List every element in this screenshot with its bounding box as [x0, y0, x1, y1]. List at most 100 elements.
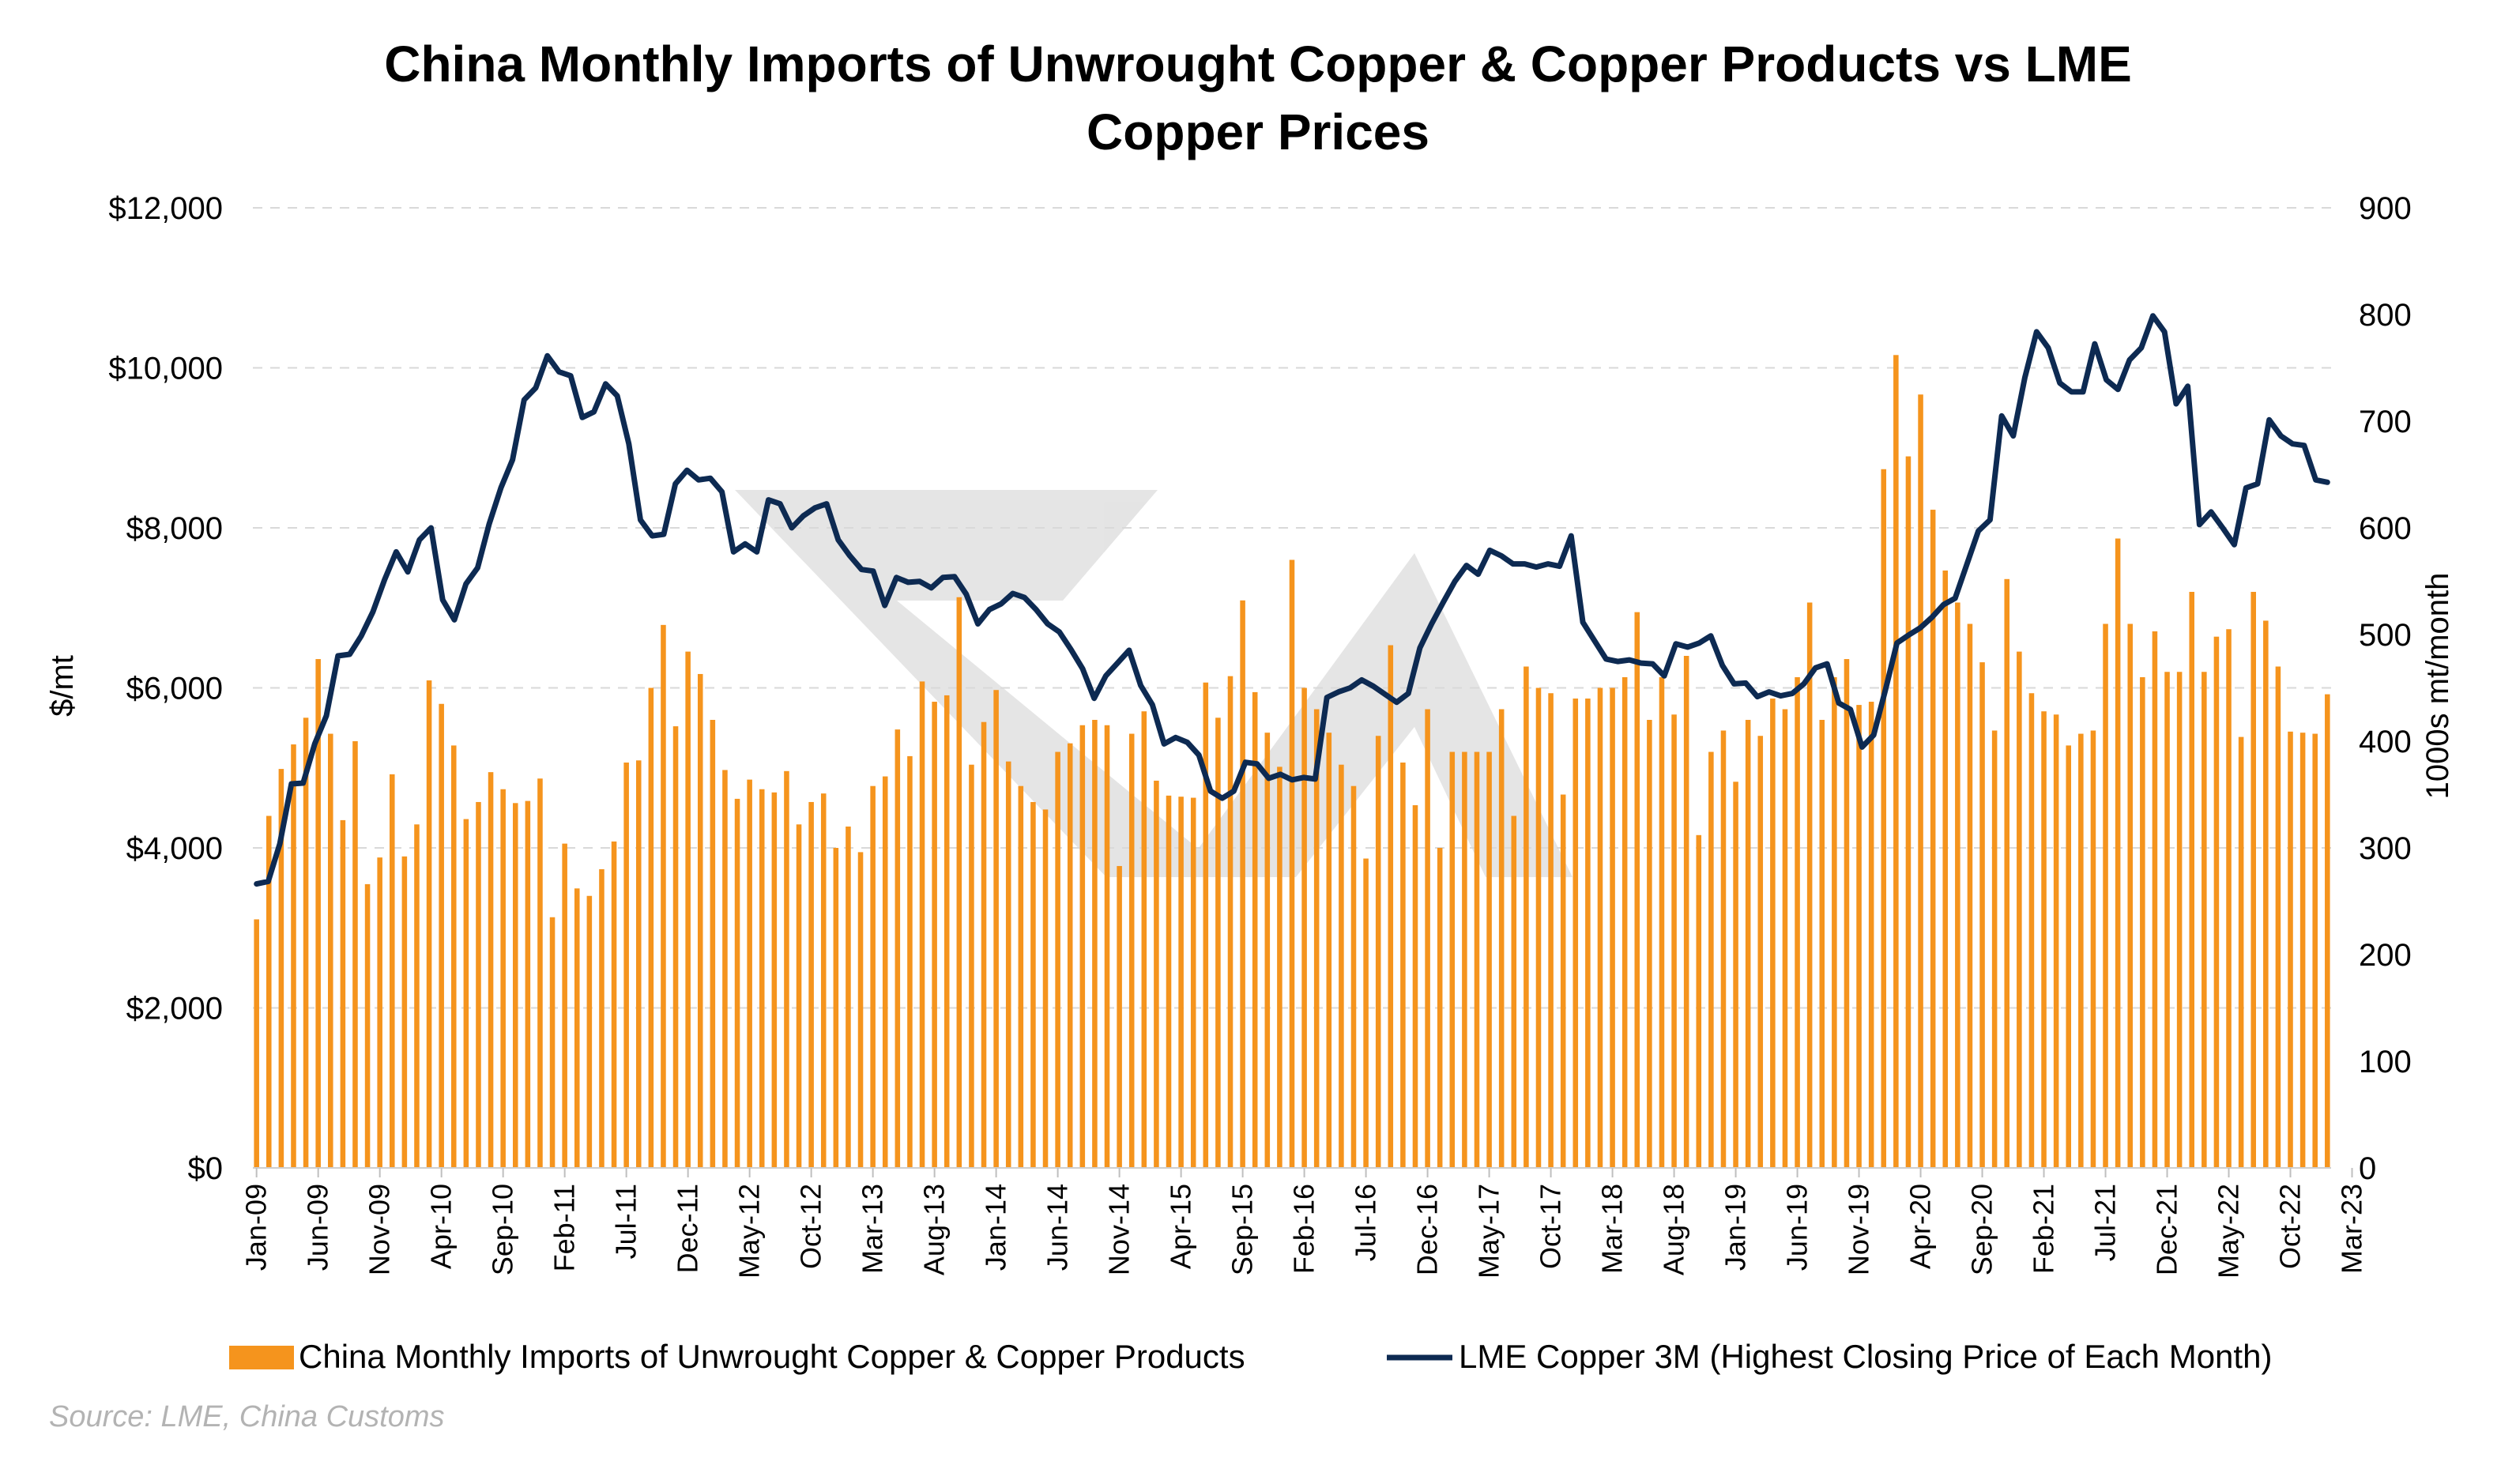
import-bar [476, 801, 481, 1168]
import-bar [623, 763, 629, 1168]
import-bar [1671, 714, 1677, 1168]
import-bar [1991, 730, 1998, 1168]
import-bar [1363, 858, 1369, 1168]
import-bar [2041, 711, 2047, 1168]
x-tick-label: May-12 [733, 1184, 766, 1279]
import-bar [2288, 731, 2293, 1168]
import-bar [364, 883, 371, 1168]
x-tick-label: Jun-09 [302, 1184, 334, 1271]
x-tick-label: Feb-16 [1288, 1184, 1320, 1274]
import-bar [771, 792, 778, 1168]
x-tick-label: Feb-11 [548, 1184, 581, 1271]
y-axis-right-label: 1000s mt/month [2420, 573, 2455, 800]
chart-title-line-1: China Monthly Imports of Unwrought Coppe… [384, 36, 2132, 92]
x-tick-label: Jul-11 [610, 1184, 642, 1259]
import-bar [1757, 736, 1764, 1168]
legend-swatch-imports [229, 1346, 294, 1369]
import-bar [2312, 733, 2318, 1168]
import-bar [2325, 694, 2330, 1168]
y-left-tick-label: $12,000 [108, 191, 223, 226]
y-right-tick-label: 400 [2359, 725, 2412, 759]
import-bar [1819, 720, 1825, 1168]
import-bar [1511, 815, 1517, 1168]
import-bar [315, 659, 321, 1168]
import-bar [2090, 730, 2096, 1168]
x-tick-label: Nov-19 [1843, 1184, 1875, 1275]
import-bar [2004, 578, 2010, 1168]
import-bar [340, 819, 346, 1168]
y-right-tick-label: 900 [2359, 191, 2412, 226]
import-bar [722, 770, 728, 1168]
x-tick-label: Oct-17 [1535, 1184, 1567, 1269]
lme-price-line [254, 313, 2330, 887]
imports-bars [254, 355, 2330, 1168]
import-bar [2250, 592, 2257, 1168]
import-bar [2299, 733, 2306, 1168]
import-bar [1720, 730, 1727, 1168]
import-bar [562, 843, 567, 1168]
x-tick-label: Apr-15 [1165, 1184, 1197, 1269]
import-bar [549, 917, 556, 1168]
x-tick-label: Jun-19 [1781, 1184, 1814, 1271]
import-bar [586, 895, 593, 1168]
import-bar [1610, 687, 1615, 1168]
import-bar [291, 744, 296, 1168]
import-bar [1942, 571, 1949, 1168]
x-tick-label: Jan-09 [240, 1184, 273, 1271]
import-bar [599, 869, 605, 1168]
import-bar [2176, 672, 2183, 1168]
import-bar [1893, 355, 1899, 1168]
x-tick-label: Dec-11 [672, 1184, 704, 1273]
x-tick-label: May-17 [1473, 1184, 1505, 1279]
y-right-tick-label: 800 [2359, 298, 2412, 333]
import-bar [1301, 687, 1307, 1168]
import-bar [685, 651, 691, 1168]
legend-label-imports: China Monthly Imports of Unwrought Coppe… [299, 1338, 1245, 1375]
x-tick-label: Sep-15 [1226, 1184, 1259, 1275]
import-bar [327, 733, 333, 1168]
import-bar [981, 721, 987, 1168]
x-tick-label: Mar-18 [1596, 1184, 1629, 1274]
import-bar [1449, 751, 1456, 1168]
watermark-logo [735, 490, 1572, 877]
import-bar [1154, 780, 1159, 1168]
import-bar [648, 687, 654, 1168]
y-right-tick-label: 0 [2359, 1151, 2376, 1186]
legend-label-lme: LME Copper 3M (Highest Closing Price of … [1459, 1338, 2272, 1375]
y-right-tick-label: 200 [2359, 938, 2412, 973]
x-tick-label: Feb-21 [2028, 1184, 2060, 1274]
import-bar [1339, 764, 1344, 1168]
import-bar [1733, 782, 1738, 1168]
import-bar [1647, 720, 1652, 1168]
source-note: Source: LME, China Customs [49, 1400, 445, 1433]
import-bar [1659, 677, 1665, 1168]
import-bar [463, 819, 469, 1168]
import-bar [1560, 794, 1566, 1168]
x-tick-label: Oct-22 [2274, 1184, 2307, 1269]
import-bar [1313, 709, 1320, 1168]
import-bar [439, 703, 444, 1168]
x-tick-label: Aug-13 [918, 1184, 951, 1275]
import-bar [1806, 602, 1813, 1168]
import-bar [969, 764, 974, 1168]
import-bar [2189, 592, 2195, 1168]
import-bar [1979, 662, 1985, 1168]
import-bar [759, 789, 765, 1168]
import-bar [2140, 677, 2145, 1168]
y-left-tick-label: $8,000 [126, 511, 223, 546]
import-bar [1128, 733, 1135, 1168]
import-bar [512, 803, 518, 1168]
import-bar [352, 741, 358, 1168]
x-tick-label: Jun-14 [1041, 1184, 1074, 1271]
import-bar [1388, 645, 1394, 1168]
chart-title-line-2: Copper Prices [1087, 104, 1429, 160]
import-bar [1486, 751, 1492, 1168]
import-bar [1696, 834, 1702, 1168]
import-bar [734, 798, 740, 1168]
import-bar [820, 793, 827, 1168]
import-bar [1621, 677, 1628, 1168]
import-bar [1548, 693, 1554, 1168]
y-axis-right-ticks: 0 100 200 300 400 500 600 700 800 900 [2359, 191, 2412, 1186]
import-bar [2213, 636, 2220, 1168]
import-bar [488, 772, 494, 1168]
